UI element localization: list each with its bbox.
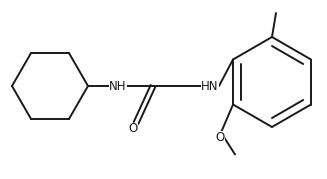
Text: O: O: [215, 131, 225, 144]
Text: O: O: [129, 122, 138, 136]
Text: NH: NH: [109, 79, 127, 93]
Text: HN: HN: [201, 79, 219, 93]
